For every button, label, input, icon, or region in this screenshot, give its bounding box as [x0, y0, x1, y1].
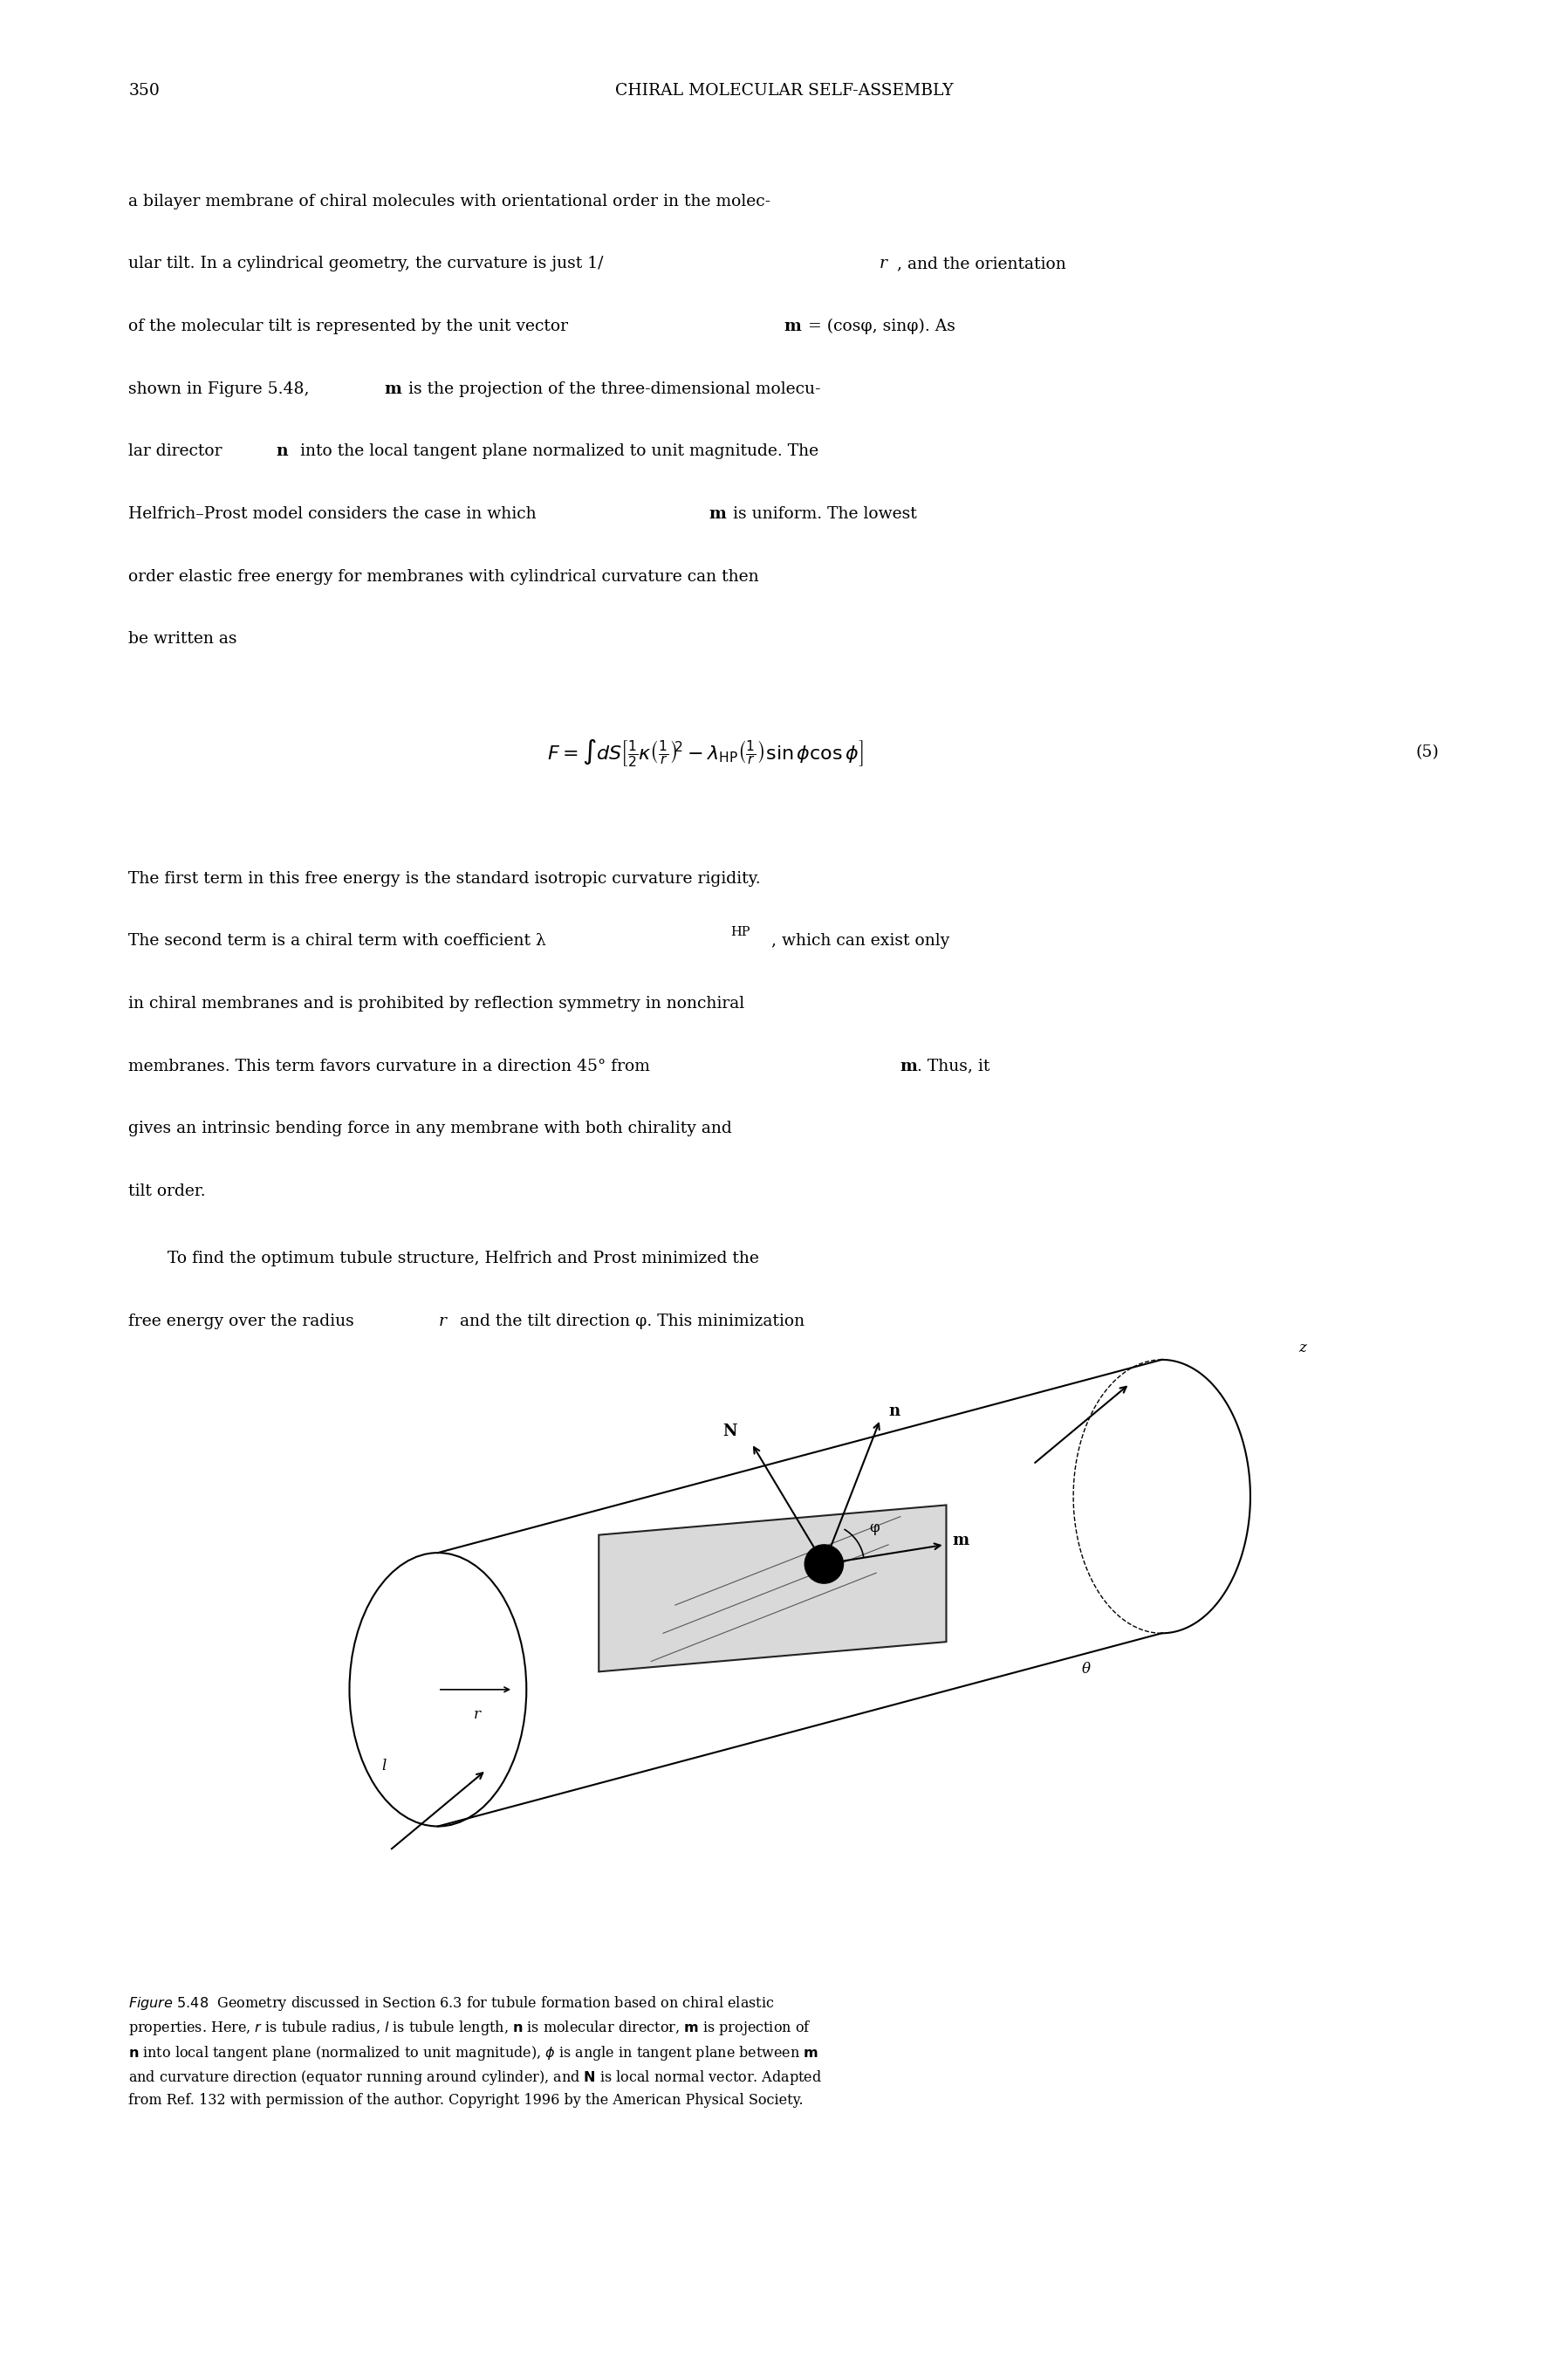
Text: be written as: be written as	[129, 630, 237, 647]
Text: N: N	[723, 1423, 737, 1440]
Text: a bilayer membrane of chiral molecules with orientational order in the molec-: a bilayer membrane of chiral molecules w…	[129, 194, 771, 210]
Text: gives an intrinsic bending force in any membrane with both chirality and: gives an intrinsic bending force in any …	[129, 1121, 732, 1138]
Text: (5): (5)	[1416, 746, 1439, 760]
Text: tilt order.: tilt order.	[129, 1182, 205, 1199]
Text: z: z	[1298, 1340, 1306, 1355]
Text: ular tilt. In a cylindrical geometry, the curvature is just 1/: ular tilt. In a cylindrical geometry, th…	[129, 257, 604, 271]
Text: of the molecular tilt is represented by the unit vector: of the molecular tilt is represented by …	[129, 319, 574, 335]
Text: is uniform. The lowest: is uniform. The lowest	[728, 505, 917, 522]
Text: The first term in this free energy is the standard isotropic curvature rigidity.: The first term in this free energy is th…	[129, 871, 760, 887]
Text: m: m	[953, 1532, 969, 1548]
Text: 350: 350	[129, 83, 160, 99]
Text: in chiral membranes and is prohibited by reflection symmetry in nonchiral: in chiral membranes and is prohibited by…	[129, 996, 745, 1012]
Text: l: l	[381, 1758, 386, 1772]
Text: r: r	[474, 1706, 480, 1723]
Text: , and the orientation: , and the orientation	[897, 257, 1066, 271]
Text: θ: θ	[1082, 1661, 1090, 1678]
Text: m: m	[384, 380, 401, 396]
Text: m: m	[784, 319, 801, 335]
Text: free energy over the radius: free energy over the radius	[129, 1312, 359, 1329]
Text: m: m	[900, 1057, 917, 1074]
Text: To find the optimum tubule structure, Helfrich and Prost minimized the: To find the optimum tubule structure, He…	[168, 1251, 759, 1267]
Text: = (cosφ, sinφ). As: = (cosφ, sinφ). As	[803, 319, 955, 335]
Text: Helfrich–Prost model considers the case in which: Helfrich–Prost model considers the case …	[129, 505, 543, 522]
Text: $\it{Figure\ 5.48}$  Geometry discussed in Section 6.3 for tubule formation base: $\it{Figure\ 5.48}$ Geometry discussed i…	[129, 1994, 823, 2107]
Text: , which can exist only: , which can exist only	[771, 932, 950, 949]
Polygon shape	[599, 1506, 946, 1671]
Text: m: m	[709, 505, 726, 522]
Text: The second term is a chiral term with coefficient λ: The second term is a chiral term with co…	[129, 932, 546, 949]
Text: . Thus, it: . Thus, it	[917, 1057, 989, 1074]
Text: lar director: lar director	[129, 444, 227, 460]
Text: and the tilt direction φ. This minimization: and the tilt direction φ. This minimizat…	[455, 1312, 804, 1329]
Text: r: r	[439, 1312, 447, 1329]
Circle shape	[804, 1546, 844, 1584]
Text: r: r	[880, 257, 887, 271]
Text: n: n	[889, 1404, 900, 1418]
Text: φ: φ	[869, 1520, 880, 1536]
Text: HP: HP	[731, 925, 751, 939]
Text: CHIRAL MOLECULAR SELF-ASSEMBLY: CHIRAL MOLECULAR SELF-ASSEMBLY	[615, 83, 953, 99]
Text: order elastic free energy for membranes with cylindrical curvature can then: order elastic free energy for membranes …	[129, 569, 759, 585]
Text: n: n	[276, 444, 289, 460]
Text: membranes. This term favors curvature in a direction 45° from: membranes. This term favors curvature in…	[129, 1057, 655, 1074]
Text: into the local tangent plane normalized to unit magnitude. The: into the local tangent plane normalized …	[295, 444, 818, 460]
Text: is the projection of the three-dimensional molecu-: is the projection of the three-dimension…	[403, 380, 820, 396]
Text: shown in Figure 5.48,: shown in Figure 5.48,	[129, 380, 315, 396]
Text: $F = \int dS \left[\frac{1}{2}\kappa\left(\frac{1}{r}\right)^{\!\!2} - \lambda_{: $F = \int dS \left[\frac{1}{2}\kappa\lef…	[547, 736, 864, 769]
